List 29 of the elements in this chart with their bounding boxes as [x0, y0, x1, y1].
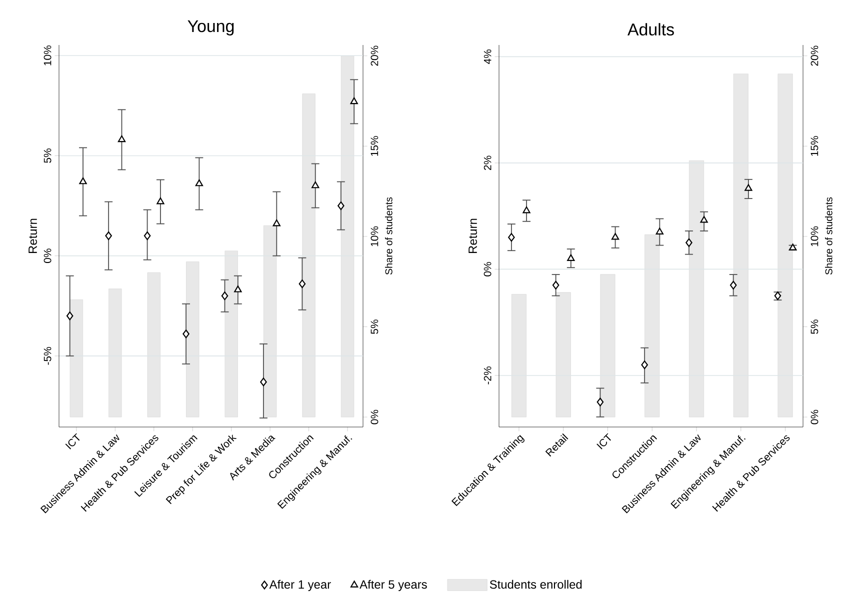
y-tick-label: 0%	[484, 262, 492, 276]
chart-title: Adults	[628, 23, 674, 36]
y2-axis-title: Share of students	[825, 197, 832, 275]
y-axis-title: Return	[468, 218, 477, 253]
y2-tick-label: 5%	[370, 320, 378, 334]
legend-label: After 1 year	[269, 580, 331, 592]
legend-label: After 5 years	[360, 580, 427, 592]
y-tick-label: 10%	[44, 46, 52, 66]
y-tick-label: 0%	[44, 248, 52, 263]
y2-axis-title: Share of students	[385, 197, 392, 275]
y2-tick-label: 15%	[370, 136, 378, 156]
y2-tick-label: 20%	[370, 46, 378, 66]
y-tick-label: -5%	[44, 347, 52, 365]
y2-tick-label: 20%	[810, 46, 818, 66]
x-tick-label: ICT	[65, 433, 80, 450]
y-tick-label: 5%	[44, 148, 52, 163]
y2-tick-label: 10%	[810, 226, 818, 246]
y-tick-label: 4%	[484, 50, 492, 64]
chart-title: Young	[188, 20, 234, 36]
legend-label: Students enrolled	[490, 580, 582, 589]
y-tick-label: 2%	[484, 156, 492, 170]
y-tick-label: -2%	[484, 366, 492, 384]
y2-tick-label: 15%	[810, 136, 818, 156]
y2-tick-label: 10%	[370, 226, 378, 246]
y2-tick-label: 5%	[810, 320, 818, 334]
y2-tick-label: 0%	[810, 410, 818, 424]
y2-tick-label: 0%	[370, 410, 378, 424]
x-tick-label: ICT	[596, 433, 611, 450]
y-axis-title: Return	[28, 218, 37, 253]
